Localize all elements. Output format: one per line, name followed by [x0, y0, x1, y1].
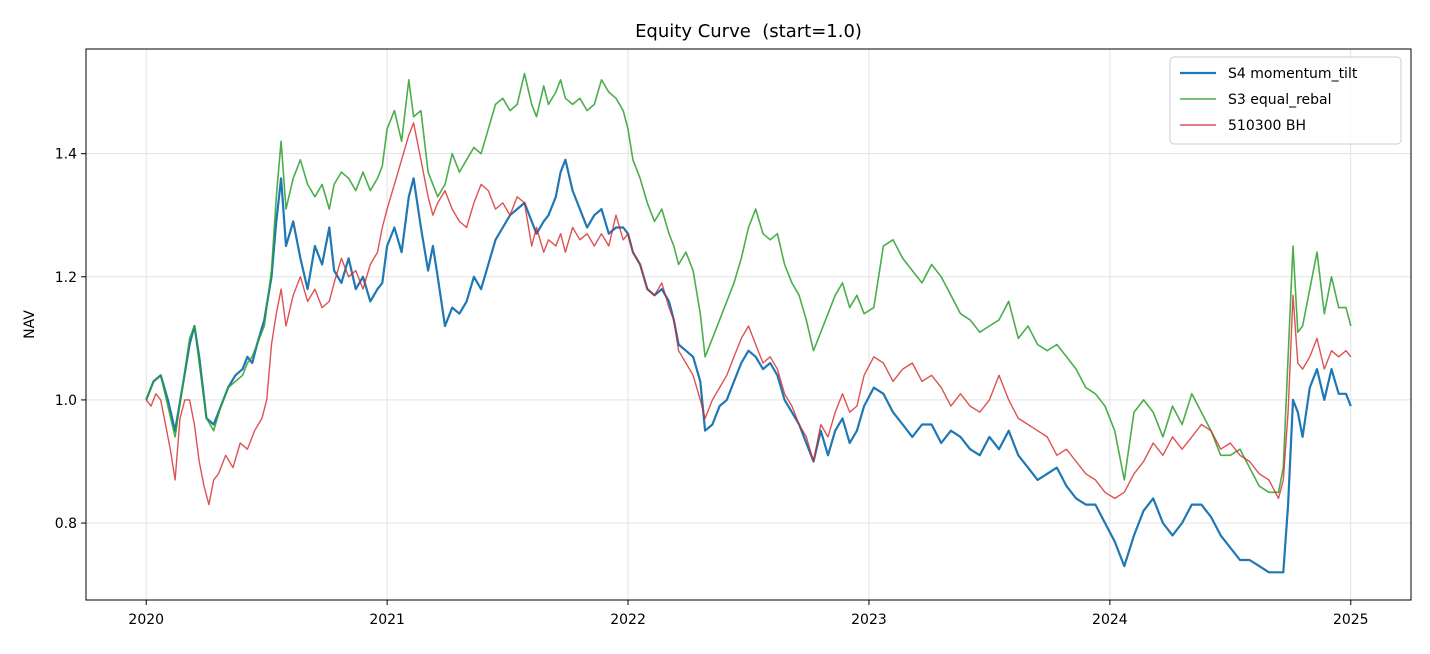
x-tick-label-2021: 2021 — [369, 612, 405, 628]
y-tick-label-1-2: 1.2 — [55, 270, 77, 286]
series-line-s4-momentum-tilt — [145, 158, 1352, 574]
x-tick-label-2020: 2020 — [128, 612, 164, 628]
legend-label-510300-bh: 510300 BH — [1228, 118, 1306, 134]
x-tick-label-2024: 2024 — [1092, 612, 1128, 628]
chart-title: Equity Curve (start=1.0) — [635, 21, 862, 42]
series-lines — [145, 72, 1352, 574]
y-tick-label-1-4: 1.4 — [55, 147, 77, 163]
x-tick-label-2022: 2022 — [610, 612, 646, 628]
series-line-s3-equal-rebal — [145, 72, 1352, 494]
y-axis-label: NAV — [22, 310, 38, 339]
x-tick-label-2023: 2023 — [851, 612, 887, 628]
legend-box — [1169, 56, 1402, 145]
legend-label-s4-momentum-tilt: S4 momentum_tilt — [1228, 66, 1358, 82]
y-tick-label-0-8: 0.8 — [55, 516, 77, 532]
x-tick-label-2025: 2025 — [1333, 612, 1369, 628]
grid-lines — [86, 49, 1411, 600]
legend: S4 momentum_tilt S3 equal_rebal 510300 BH — [1169, 56, 1402, 145]
axis-ticks: 2020 2021 2022 2023 2024 2025 0.8 1.0 1.2 1.4 — [55, 147, 1369, 628]
plot-frame — [85, 48, 1412, 601]
y-tick-label-1: 1.0 — [55, 393, 77, 409]
series-line-510300-bh — [145, 122, 1352, 506]
legend-label-s3-equal-rebal: S3 equal_rebal — [1228, 92, 1332, 108]
legend-items: S4 momentum_tilt S3 equal_rebal 510300 BH — [1180, 66, 1358, 134]
